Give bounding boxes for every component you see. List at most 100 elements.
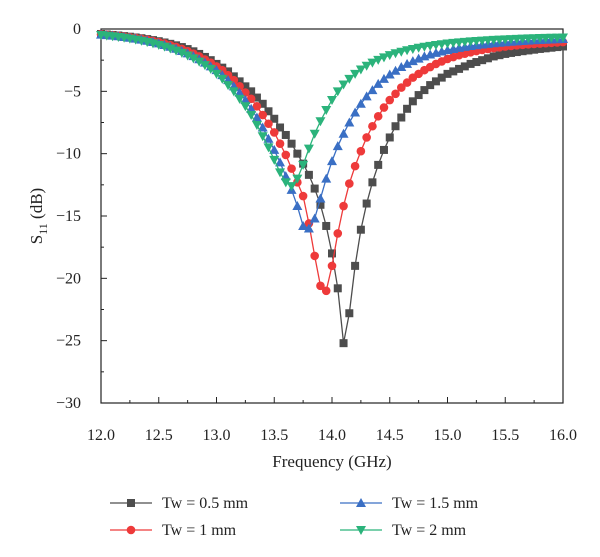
x-axis-ticks: 12.0 12.5 13.0 13.5 14.0 14.5 15.0 15.5 16.0 [87,397,577,444]
data-point [396,62,407,72]
data-point [553,43,562,52]
data-point [373,78,384,88]
data-point [443,69,452,78]
y-axis-title-subscript: 11 [36,223,50,235]
data-point [478,56,487,65]
data-point [315,117,326,127]
data-point [368,178,377,187]
data-point [397,113,406,122]
data-point [390,49,401,59]
data-point [419,42,430,52]
data-point [275,168,286,178]
data-point [182,51,193,61]
legend: Tw = 0.5 mm Tw = 1.5 mm Tw = 1 mm Tw = 2 mm [110,495,479,539]
data-point [339,201,348,211]
data-point [449,67,458,76]
data-point [286,182,297,192]
data-point [362,199,371,208]
data-point [303,223,314,233]
data-point [460,62,469,71]
data-point [321,173,332,183]
data-point [292,201,303,211]
data-point [251,112,262,122]
legend-label: Tw = 1.5 mm [392,495,479,512]
data-point [402,46,413,56]
data-point [327,96,337,106]
y-tick-label: −5 [64,83,81,100]
x-tick-label: 12.5 [145,427,173,444]
legend-marker [356,498,366,507]
data-point [379,145,388,154]
x-tick-label: 15.0 [434,427,462,444]
data-point [304,170,313,179]
data-point [345,179,354,188]
data-point [333,284,342,293]
data-point [258,99,267,108]
data-point [269,128,279,137]
x-axis-title: Frequency (GHz) [272,452,391,471]
data-point [316,281,325,291]
legend-item: Tw = 1.5 mm [340,495,479,512]
y-tick-label: −25 [56,333,81,350]
data-point [378,53,389,63]
series-1 [97,29,567,348]
x-tick-label: 15.5 [491,427,519,444]
data-point [344,117,355,127]
data-point [309,213,320,223]
data-point [345,309,354,318]
data-point [402,78,412,87]
data-point [374,160,383,169]
data-point [378,73,389,83]
y-tick-label: −20 [56,270,81,287]
data-point [303,144,314,154]
data-point [228,87,239,97]
x-tick-label: 13.0 [203,427,231,444]
legend-marker [356,526,366,535]
data-point [263,143,274,153]
data-point [247,87,256,96]
data-point [321,106,332,116]
data-point [559,42,567,51]
data-point [373,111,383,121]
data-point [281,130,290,139]
data-point [258,110,268,120]
data-point [472,58,481,67]
y-tick-label: 0 [73,21,81,38]
data-point [407,56,418,66]
data-point [402,58,413,68]
data-point [425,41,436,51]
data-point [269,144,280,154]
data-point [426,81,435,90]
legend-label: Tw = 1 mm [162,522,237,539]
data-point [530,45,539,54]
data-point [270,114,279,123]
data-point [252,93,261,102]
data-point [287,164,296,173]
data-point [252,101,262,111]
data-point [211,69,222,79]
data-point [287,139,296,148]
x-tick-label: 14.5 [376,427,404,444]
data-point [240,95,251,105]
data-point [524,46,533,55]
data-point [362,133,371,142]
data-point [558,33,568,43]
data-point [257,122,268,132]
data-point [391,89,400,99]
data-point [384,69,395,79]
data-point [396,47,407,57]
data-point [414,91,423,100]
plot-area: 12.0 12.5 13.0 13.5 14.0 14.5 15.0 15.5 16.0 0 −5… [56,21,577,444]
data-point [355,98,366,108]
y-axis-title-suffix: (dB) [27,188,46,223]
data-point [327,261,337,271]
data-point [316,200,325,209]
plot-frame [100,28,564,404]
data-point [246,111,257,121]
data-point [350,107,361,117]
data-point [292,174,303,184]
data-point [309,129,320,139]
y-tick-label: −15 [56,208,81,225]
data-point [275,157,286,167]
